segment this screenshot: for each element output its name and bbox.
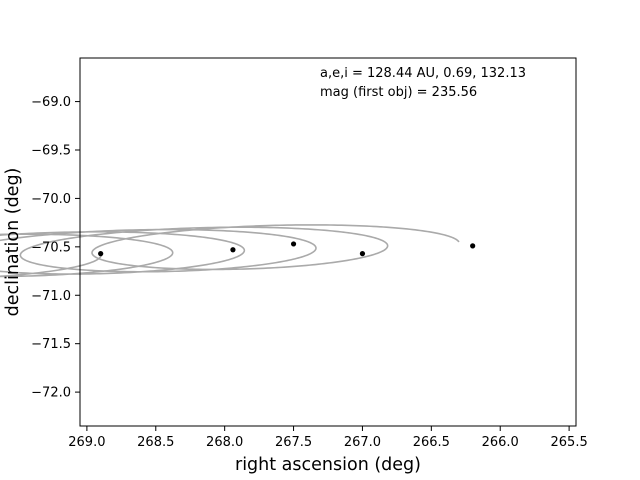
observation-point bbox=[230, 247, 236, 253]
x-tick-label: 269.0 bbox=[68, 435, 105, 450]
x-tick-label: 267.5 bbox=[275, 435, 312, 450]
y-tick-label: −71.5 bbox=[31, 337, 71, 352]
annotation-orbit-elements: a,e,i = 128.44 AU, 0.69, 132.13 bbox=[320, 66, 526, 81]
plot-area bbox=[0, 224, 476, 278]
x-tick-label: 265.5 bbox=[551, 435, 588, 450]
x-tick-label: 266.5 bbox=[413, 435, 450, 450]
x-tick-label: 267.0 bbox=[344, 435, 381, 450]
observation-point bbox=[470, 243, 476, 249]
y-tick-label: −69.0 bbox=[31, 95, 71, 110]
y-tick-label: −71.0 bbox=[31, 289, 71, 304]
x-tick-label: 266.0 bbox=[482, 435, 519, 450]
y-tick-label: −72.0 bbox=[31, 386, 71, 401]
y-axis-ticks: −69.0 −69.5 −70.0 −70.5 −71.0 −71.5 −72.0 bbox=[31, 95, 80, 401]
plot-frame bbox=[79, 57, 577, 427]
x-tick-label: 268.5 bbox=[137, 435, 174, 450]
y-tick-label: −70.5 bbox=[31, 240, 71, 255]
orbit-track-line bbox=[0, 224, 460, 278]
data-points bbox=[98, 241, 476, 257]
x-axis-ticks: 269.0 268.5 268.0 267.5 267.0 266.5 266.0 265.5 bbox=[68, 426, 588, 450]
annotation-magnitude: mag (first obj) = 235.56 bbox=[320, 85, 477, 100]
x-axis-label: right ascension (deg) bbox=[235, 455, 421, 475]
x-tick-label: 268.0 bbox=[206, 435, 243, 450]
observation-point bbox=[359, 251, 366, 257]
observation-point bbox=[290, 241, 297, 247]
y-axis-label: declination (deg) bbox=[3, 168, 23, 317]
y-tick-label: −69.5 bbox=[31, 144, 71, 159]
y-tick-label: −70.0 bbox=[31, 192, 71, 207]
observation-point bbox=[98, 251, 104, 257]
